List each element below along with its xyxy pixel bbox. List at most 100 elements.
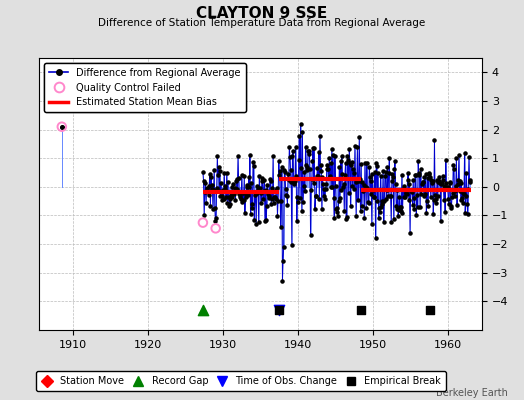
Point xyxy=(314,149,323,155)
Point xyxy=(446,180,454,186)
Point xyxy=(375,205,384,211)
Point xyxy=(338,171,346,178)
Point xyxy=(376,208,384,215)
Point xyxy=(460,190,468,197)
Point xyxy=(440,183,449,189)
Point xyxy=(200,212,209,218)
Point xyxy=(440,196,448,203)
Point xyxy=(244,174,253,180)
Point xyxy=(264,191,272,197)
Point xyxy=(293,194,302,200)
Point xyxy=(255,218,263,225)
Point xyxy=(426,174,434,181)
Point xyxy=(383,163,391,170)
Point xyxy=(238,199,247,206)
Point xyxy=(465,154,473,160)
Point xyxy=(388,177,396,184)
Point xyxy=(205,171,214,177)
Point xyxy=(300,169,309,176)
Point xyxy=(312,193,320,199)
Point xyxy=(462,193,470,200)
Point xyxy=(231,197,239,203)
Point xyxy=(211,218,220,225)
Point xyxy=(368,221,376,228)
Point xyxy=(358,179,367,185)
Text: Berkeley Earth: Berkeley Earth xyxy=(436,388,508,398)
Point xyxy=(344,190,353,197)
Point xyxy=(418,179,427,186)
Point xyxy=(247,204,256,211)
Point xyxy=(391,158,399,164)
Point xyxy=(268,184,276,191)
Legend: Station Move, Record Gap, Time of Obs. Change, Empirical Break: Station Move, Record Gap, Time of Obs. C… xyxy=(36,372,446,391)
Point xyxy=(260,176,268,183)
Point xyxy=(394,187,402,193)
Point xyxy=(420,174,429,180)
Point xyxy=(237,172,246,178)
Point xyxy=(433,176,441,183)
Point xyxy=(220,169,228,176)
Point xyxy=(223,170,231,176)
Point xyxy=(343,214,351,220)
Point xyxy=(368,171,377,177)
Point xyxy=(252,190,260,196)
Point xyxy=(307,187,315,194)
Point xyxy=(433,193,442,199)
Point xyxy=(257,200,265,206)
Point xyxy=(201,189,209,195)
Point xyxy=(442,180,451,186)
Point xyxy=(375,215,383,221)
Point xyxy=(214,172,222,178)
Point xyxy=(340,180,348,187)
Point xyxy=(405,181,413,187)
Point xyxy=(403,177,412,184)
Point xyxy=(455,188,464,194)
Point xyxy=(324,166,332,172)
Point xyxy=(443,184,451,190)
Point xyxy=(275,172,283,178)
Point xyxy=(345,146,354,152)
Point xyxy=(395,193,403,200)
Point xyxy=(208,185,216,192)
Point xyxy=(441,209,449,216)
Point xyxy=(343,153,352,160)
Point xyxy=(451,188,460,195)
Point xyxy=(250,216,258,223)
Point xyxy=(268,196,277,202)
Point xyxy=(258,178,266,184)
Point xyxy=(215,187,223,194)
Point xyxy=(233,176,241,183)
Point xyxy=(307,231,315,238)
Point xyxy=(432,200,441,206)
Point xyxy=(213,153,222,160)
Point xyxy=(363,160,371,167)
Point xyxy=(288,241,296,248)
Point xyxy=(461,210,470,216)
Point xyxy=(253,190,261,196)
Point xyxy=(259,196,267,202)
Point xyxy=(310,180,318,186)
Point xyxy=(418,181,426,187)
Point xyxy=(438,180,446,186)
Point xyxy=(310,145,319,151)
Point xyxy=(423,175,432,181)
Point xyxy=(337,152,346,159)
Point xyxy=(388,171,397,177)
Point xyxy=(437,180,445,187)
Point xyxy=(351,179,359,185)
Point xyxy=(303,166,312,173)
Point xyxy=(349,165,357,172)
Point xyxy=(372,235,380,241)
Point xyxy=(304,151,313,157)
Point xyxy=(228,184,236,190)
Point xyxy=(355,134,364,140)
Point xyxy=(442,157,450,164)
Point xyxy=(344,156,352,163)
Point xyxy=(379,218,388,225)
Point xyxy=(248,201,257,207)
Point xyxy=(287,167,295,174)
Point xyxy=(449,161,457,168)
Point xyxy=(341,172,349,179)
Point xyxy=(453,180,462,187)
Point xyxy=(321,186,330,192)
